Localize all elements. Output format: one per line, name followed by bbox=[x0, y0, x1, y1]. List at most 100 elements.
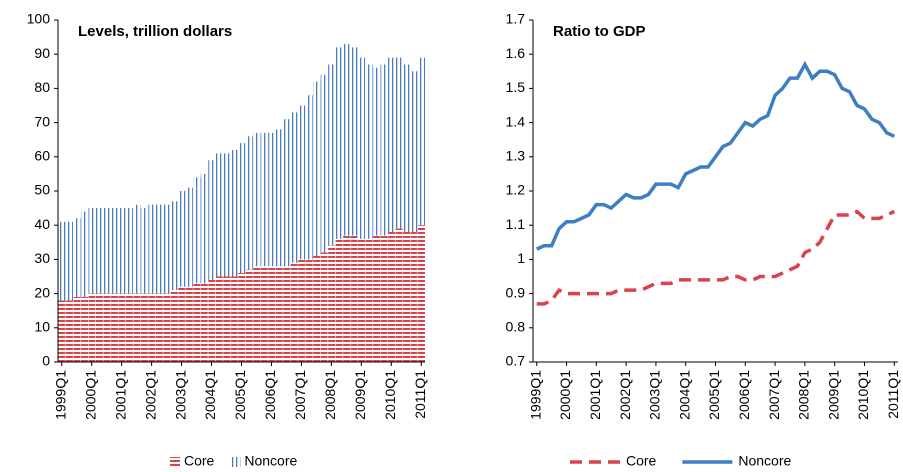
bar-segment bbox=[163, 293, 171, 362]
bar-segment bbox=[350, 47, 358, 236]
y-tick-label: 60 bbox=[34, 148, 50, 164]
y-tick-label: 0 bbox=[42, 353, 50, 369]
bar-segment bbox=[253, 132, 261, 267]
bar-segment bbox=[380, 235, 388, 362]
bar-segment bbox=[395, 228, 403, 362]
bar-segment bbox=[388, 57, 396, 233]
bar-segment bbox=[283, 119, 291, 267]
bar-segment bbox=[245, 269, 253, 362]
bar-segment bbox=[148, 204, 156, 294]
x-tick-label: 2009Q1 bbox=[352, 370, 368, 420]
bar-segment bbox=[373, 235, 381, 362]
chart-title: Ratio to GDP bbox=[553, 23, 646, 40]
bar-segment bbox=[170, 201, 178, 291]
line bbox=[535, 60, 896, 251]
x-tick-label: 2005Q1 bbox=[232, 370, 248, 420]
bar-segment bbox=[305, 259, 313, 362]
y-tick-label: 30 bbox=[34, 250, 50, 266]
bar-segment bbox=[133, 204, 141, 294]
bar-segment bbox=[58, 300, 66, 362]
bar-segment bbox=[170, 290, 178, 362]
y-tick-label: 10 bbox=[34, 319, 50, 335]
x-tick-label: 2005Q1 bbox=[706, 370, 722, 420]
bar-segment bbox=[283, 266, 291, 362]
bar-segment bbox=[95, 293, 103, 362]
bar-segment bbox=[200, 173, 208, 284]
bar-segment bbox=[133, 293, 141, 362]
x-tick-label: 2011Q1 bbox=[412, 370, 428, 419]
y-tick-label: 0.7 bbox=[506, 353, 526, 369]
bar-segment bbox=[73, 297, 81, 362]
legend-label: Core bbox=[184, 453, 215, 469]
legend-label: Core bbox=[626, 453, 657, 469]
bar-segment bbox=[230, 149, 238, 277]
x-tick-label: 2000Q1 bbox=[557, 370, 573, 420]
bar-segment bbox=[358, 238, 366, 362]
bar-segment bbox=[155, 293, 163, 362]
bar-segment bbox=[343, 235, 351, 362]
x-tick-label: 2009Q1 bbox=[825, 370, 841, 420]
bar-segment bbox=[298, 259, 306, 362]
x-tick-label: 2010Q1 bbox=[855, 370, 871, 420]
y-tick-label: 20 bbox=[34, 284, 50, 300]
legend-swatch bbox=[230, 457, 241, 467]
bar-segment bbox=[230, 276, 238, 362]
x-tick-label: 2008Q1 bbox=[322, 370, 338, 420]
bar-segment bbox=[110, 293, 118, 362]
bar-segment bbox=[350, 235, 358, 362]
legend-label: Noncore bbox=[738, 453, 791, 469]
bar-segment bbox=[163, 204, 171, 294]
bar-segment bbox=[208, 160, 216, 280]
y-tick-label: 1.6 bbox=[506, 45, 526, 61]
bar-segment bbox=[268, 266, 276, 362]
bar-segment bbox=[215, 276, 223, 362]
x-tick-label: 2006Q1 bbox=[736, 370, 752, 420]
y-tick-label: 0.9 bbox=[506, 284, 526, 300]
bar-segment bbox=[298, 105, 306, 260]
line bbox=[536, 209, 896, 306]
x-tick-label: 2004Q1 bbox=[676, 370, 692, 420]
bar-segment bbox=[358, 57, 366, 239]
x-tick-label: 2006Q1 bbox=[262, 370, 278, 420]
x-tick-label: 2008Q1 bbox=[796, 370, 812, 420]
bar-segment bbox=[335, 238, 343, 362]
y-tick-label: 80 bbox=[34, 79, 50, 95]
bar-segment bbox=[268, 132, 276, 267]
bar-segment bbox=[290, 112, 298, 263]
bar-segment bbox=[418, 57, 425, 226]
x-tick-label: 2001Q1 bbox=[112, 370, 128, 420]
bar-segment bbox=[260, 266, 268, 362]
x-tick-label: 2010Q1 bbox=[382, 370, 398, 420]
x-tick-label: 2004Q1 bbox=[202, 370, 218, 420]
bar-segment bbox=[140, 208, 148, 294]
bar-segment bbox=[58, 221, 66, 301]
y-tick-label: 0.8 bbox=[506, 319, 526, 335]
y-tick-label: 1.1 bbox=[506, 216, 526, 232]
bar-segment bbox=[148, 293, 156, 362]
y-tick-label: 1.4 bbox=[506, 113, 526, 129]
y-tick-label: 1.2 bbox=[506, 182, 526, 198]
x-tick-label: 2007Q1 bbox=[292, 370, 308, 420]
bar-segment bbox=[320, 74, 328, 253]
x-tick-label: 2007Q1 bbox=[766, 370, 782, 420]
bar-segment bbox=[155, 204, 163, 294]
bar-segment bbox=[410, 232, 418, 362]
bar-segment bbox=[380, 64, 388, 236]
bar-segment bbox=[110, 208, 118, 294]
bar-segment bbox=[275, 266, 283, 362]
y-tick-label: 90 bbox=[34, 45, 50, 61]
bar-segment bbox=[275, 129, 283, 267]
bar-segment bbox=[418, 225, 425, 362]
bar-segment bbox=[140, 293, 148, 362]
y-tick-label: 50 bbox=[34, 182, 50, 198]
bar-segment bbox=[253, 266, 261, 362]
bar-segment bbox=[245, 136, 253, 270]
bar-segment bbox=[410, 71, 418, 233]
bar-segment bbox=[395, 57, 403, 229]
bar-segment bbox=[185, 187, 193, 287]
chart-title: Levels, trillion dollars bbox=[78, 23, 232, 40]
x-tick-label: 2002Q1 bbox=[142, 370, 158, 420]
bar-segment bbox=[305, 95, 313, 260]
y-tick-label: 1.3 bbox=[506, 148, 526, 164]
